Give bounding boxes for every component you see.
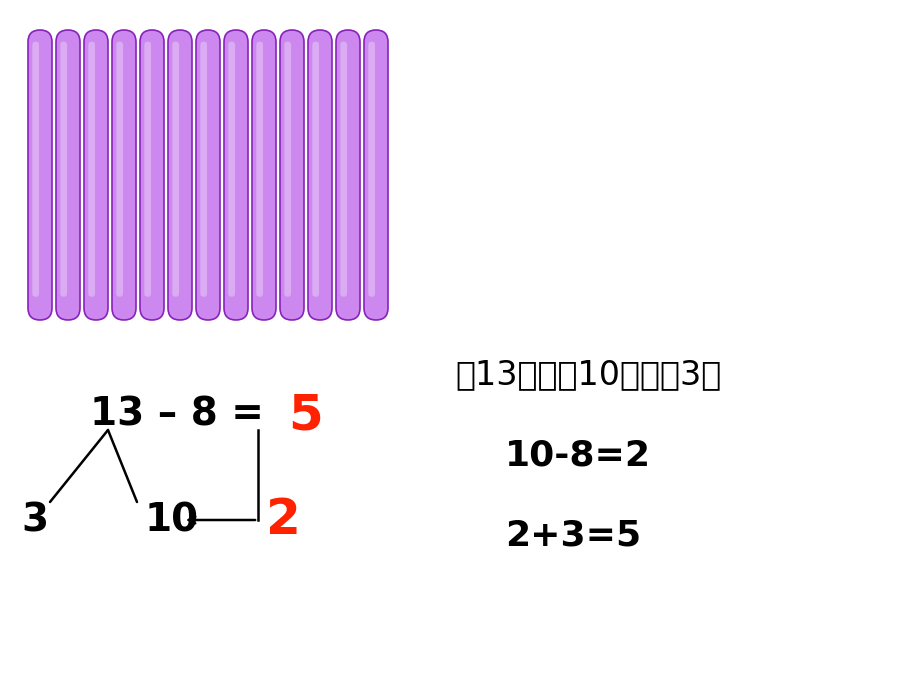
FancyBboxPatch shape — [340, 41, 346, 297]
FancyBboxPatch shape — [172, 41, 179, 297]
FancyBboxPatch shape — [252, 30, 276, 320]
Text: 5: 5 — [288, 391, 323, 439]
FancyBboxPatch shape — [28, 30, 52, 320]
FancyBboxPatch shape — [335, 30, 359, 320]
FancyBboxPatch shape — [223, 30, 248, 320]
FancyBboxPatch shape — [200, 41, 207, 297]
Text: 13 – 8 =: 13 – 8 = — [90, 396, 277, 434]
FancyBboxPatch shape — [112, 30, 136, 320]
FancyBboxPatch shape — [308, 30, 332, 320]
FancyBboxPatch shape — [196, 30, 220, 320]
FancyBboxPatch shape — [84, 30, 108, 320]
FancyBboxPatch shape — [312, 41, 319, 297]
FancyBboxPatch shape — [284, 41, 290, 297]
FancyBboxPatch shape — [140, 30, 164, 320]
FancyBboxPatch shape — [116, 41, 123, 297]
FancyBboxPatch shape — [88, 41, 95, 297]
FancyBboxPatch shape — [364, 30, 388, 320]
FancyBboxPatch shape — [168, 30, 192, 320]
Text: 2+3=5: 2+3=5 — [505, 518, 641, 552]
FancyBboxPatch shape — [368, 41, 375, 297]
FancyBboxPatch shape — [228, 41, 234, 297]
Text: 10: 10 — [145, 501, 199, 539]
FancyBboxPatch shape — [256, 41, 263, 297]
Text: 10-8=2: 10-8=2 — [505, 438, 651, 472]
Text: 抂13分成（10）和（3）: 抂13分成（10）和（3） — [455, 359, 720, 391]
FancyBboxPatch shape — [144, 41, 151, 297]
FancyBboxPatch shape — [56, 30, 80, 320]
Text: 3: 3 — [21, 501, 49, 539]
Text: 2: 2 — [266, 496, 301, 544]
FancyBboxPatch shape — [279, 30, 303, 320]
FancyBboxPatch shape — [32, 41, 39, 297]
FancyBboxPatch shape — [61, 41, 67, 297]
